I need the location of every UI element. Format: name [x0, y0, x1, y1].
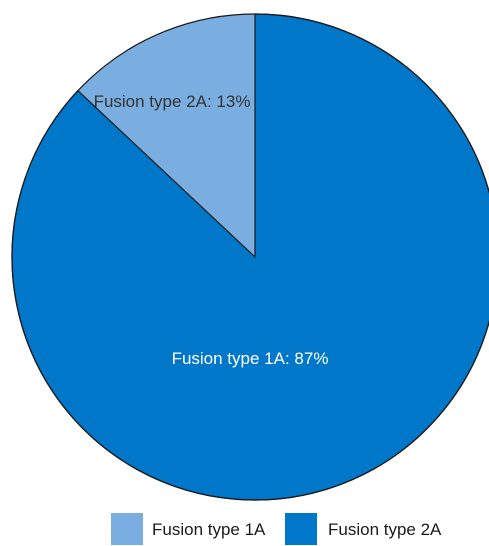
- slice-label-fusion-type-1a: Fusion type 1A: 87%: [172, 349, 329, 368]
- slice-label-fusion-type-2a: Fusion type 2A: 13%: [94, 92, 251, 111]
- legend: Fusion type 1A Fusion type 2A: [111, 513, 442, 545]
- legend-label-fusion-type-1a: Fusion type 1A: [152, 520, 266, 539]
- pie-slices: [11, 13, 489, 501]
- pie-slice-fusion-type-2a: [77, 14, 255, 257]
- pie-slice-labels: Fusion type 2A: 13% Fusion type 1A: 87%: [94, 92, 329, 368]
- legend-label-fusion-type-2a: Fusion type 2A: [328, 520, 442, 539]
- pie-outline: [11, 13, 489, 501]
- legend-swatch-fusion-type-2a: [285, 513, 317, 545]
- legend-swatch-fusion-type-1a: [111, 513, 143, 545]
